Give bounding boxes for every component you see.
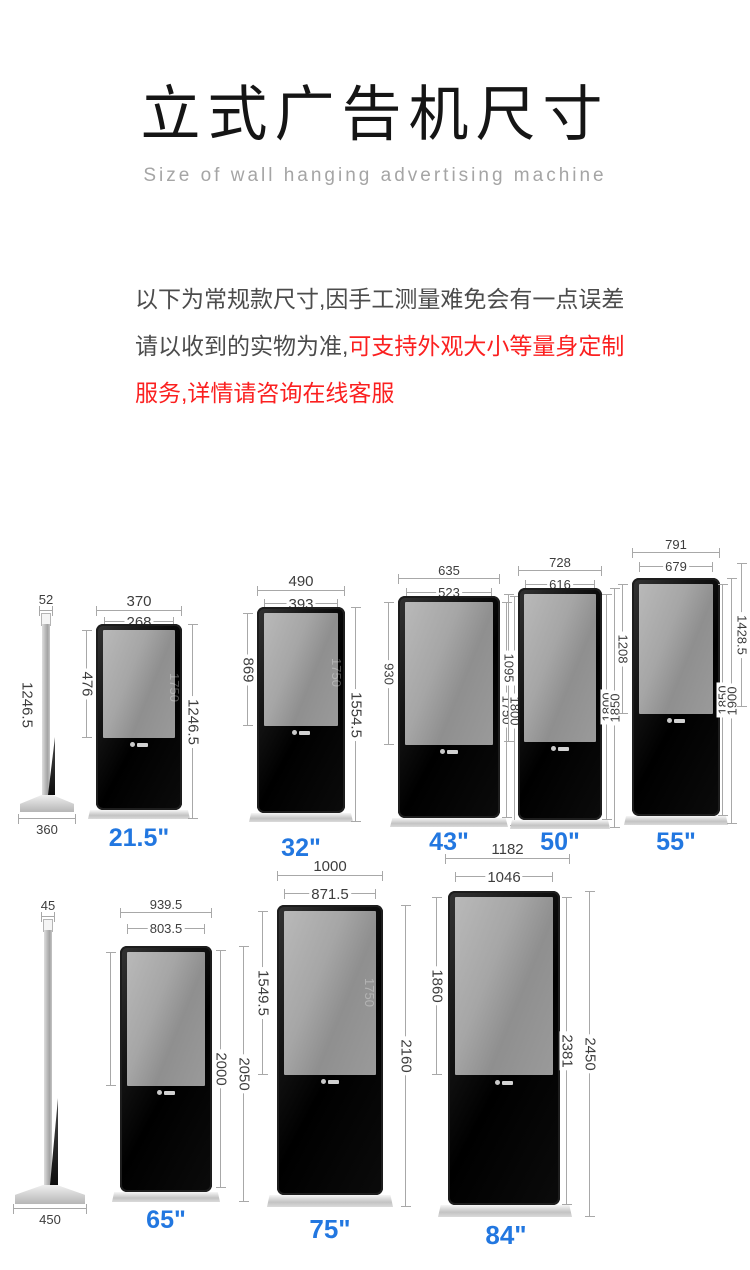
size-label: 65": [146, 1206, 186, 1234]
screen-watermark: 1750: [328, 658, 344, 687]
dim-outer-width: 728: [518, 556, 602, 576]
kiosk-base: [624, 816, 728, 825]
kiosk-screen: [455, 897, 553, 1075]
notice-paragraph: 以下为常规款尺寸,因手工测量难免会有一点误差 请以收到的实物为准,可支持外观大小…: [135, 276, 625, 417]
size-label: 75": [309, 1214, 351, 1244]
side-view-pole: [44, 930, 52, 1185]
dim-total-height: 2450: [582, 891, 599, 1217]
dim-outer-width: 1000: [277, 859, 383, 881]
dim-side-top-width: 45: [41, 899, 55, 922]
brand-logo-icon: [405, 749, 493, 754]
dim-screen-height: 1208: [616, 584, 631, 714]
dim-body-height: 2381: [559, 897, 576, 1205]
dim-side-base-width: 450: [13, 1204, 87, 1226]
size-label: 50": [540, 828, 580, 856]
dim-body-height: 1750: [500, 602, 515, 818]
kiosk-screen: [103, 630, 175, 738]
brand-logo-icon: [455, 1080, 553, 1085]
dim-side-base-width: 360: [18, 814, 76, 836]
side-view-base: [20, 795, 74, 812]
dim-screen-height: [106, 952, 116, 1086]
brand-logo-icon: [103, 742, 175, 747]
size-label: 55": [656, 828, 696, 856]
kiosk-base: [267, 1195, 393, 1207]
dim-side-top-width: 52: [39, 593, 53, 616]
kiosk-screen: [405, 602, 493, 745]
kiosk-screen: [127, 952, 205, 1086]
kiosk-screen: [639, 584, 713, 714]
dim-screen-width: 393: [264, 597, 338, 612]
dim-side-height: 1246.5: [18, 682, 36, 728]
brand-logo-icon: [284, 1079, 376, 1084]
kiosk-base: [88, 810, 190, 819]
dim-outer-width: 791: [632, 538, 720, 558]
dim-screen-height: 476: [79, 630, 96, 738]
dim-body-height: 2000: [213, 950, 230, 1188]
notice-line-1: 以下为常规款尺寸,因手工测量难免会有一点误差: [135, 286, 625, 312]
dim-total-height: 1900: [725, 578, 740, 824]
side-view-fin: [48, 737, 55, 795]
dim-extra-height: 1428.5: [735, 563, 750, 707]
size-label: 43": [429, 828, 469, 856]
side-view-base: [15, 1185, 85, 1204]
dim-outer-width: 635: [398, 564, 500, 584]
dim-body-height: 1850: [716, 584, 731, 816]
kiosk-base: [438, 1205, 572, 1217]
notice-line-3: 服务,详情请咨询在线客服: [135, 380, 395, 406]
side-view-pole: [42, 624, 50, 795]
dim-screen-width: 803.5: [127, 922, 205, 935]
size-label: 84": [485, 1220, 527, 1250]
dim-total-height: 1850: [608, 588, 623, 828]
dim-outer-width: 490: [257, 574, 345, 596]
brand-logo-icon: [264, 730, 338, 735]
dim-outer-width: 1182: [445, 842, 570, 864]
dim-screen-width: 616: [525, 578, 595, 591]
brand-logo-icon: [524, 746, 596, 751]
brand-logo-icon: [127, 1090, 205, 1095]
dim-screen-height: 930: [382, 602, 397, 745]
kiosk-base: [510, 820, 610, 829]
dim-total-height: 1800: [508, 596, 523, 826]
dim-screen-width: 679: [639, 560, 713, 573]
dim-screen-width: 871.5: [284, 887, 376, 902]
dim-total-height: 1554.5: [348, 607, 365, 822]
kiosk-screen: [264, 613, 338, 726]
dim-screen-width: 1046: [455, 870, 553, 885]
side-view-fin: [50, 1098, 58, 1185]
dim-body-height: 1800: [600, 594, 615, 820]
dim-outer-width: 939.5: [120, 898, 212, 918]
page-title: 立式广告机尺寸: [140, 81, 610, 148]
kiosk-base: [249, 813, 353, 822]
kiosk-screen: [524, 594, 596, 742]
screen-watermark: 1750: [361, 978, 377, 1007]
kiosk-base: [390, 818, 508, 827]
dim-total-height: 2050: [236, 946, 253, 1202]
dim-total-height: 2160: [398, 905, 415, 1207]
dim-screen-height: 1095: [502, 594, 517, 742]
brand-logo-icon: [639, 718, 713, 723]
kiosk-base: [112, 1192, 220, 1202]
dim-screen-height: 1549.5: [255, 911, 272, 1075]
screen-watermark: 1750: [166, 673, 182, 702]
dim-screen-width: 268: [104, 615, 174, 630]
page-subtitle: Size of wall hanging advertising machine: [143, 165, 607, 186]
dim-outer-width: 370: [96, 594, 182, 616]
dim-screen-width: 523: [406, 586, 492, 599]
notice-line-2: 请以收到的实物为准,可支持外观大小等量身定制: [135, 333, 625, 359]
dim-screen-height: 1860: [429, 897, 446, 1075]
dim-total-height: 1246.5: [185, 624, 202, 819]
kiosk-screen: [284, 911, 376, 1075]
dim-screen-height: 869: [240, 613, 257, 726]
size-label: 32": [281, 834, 321, 862]
size-label: 21.5": [108, 824, 170, 852]
